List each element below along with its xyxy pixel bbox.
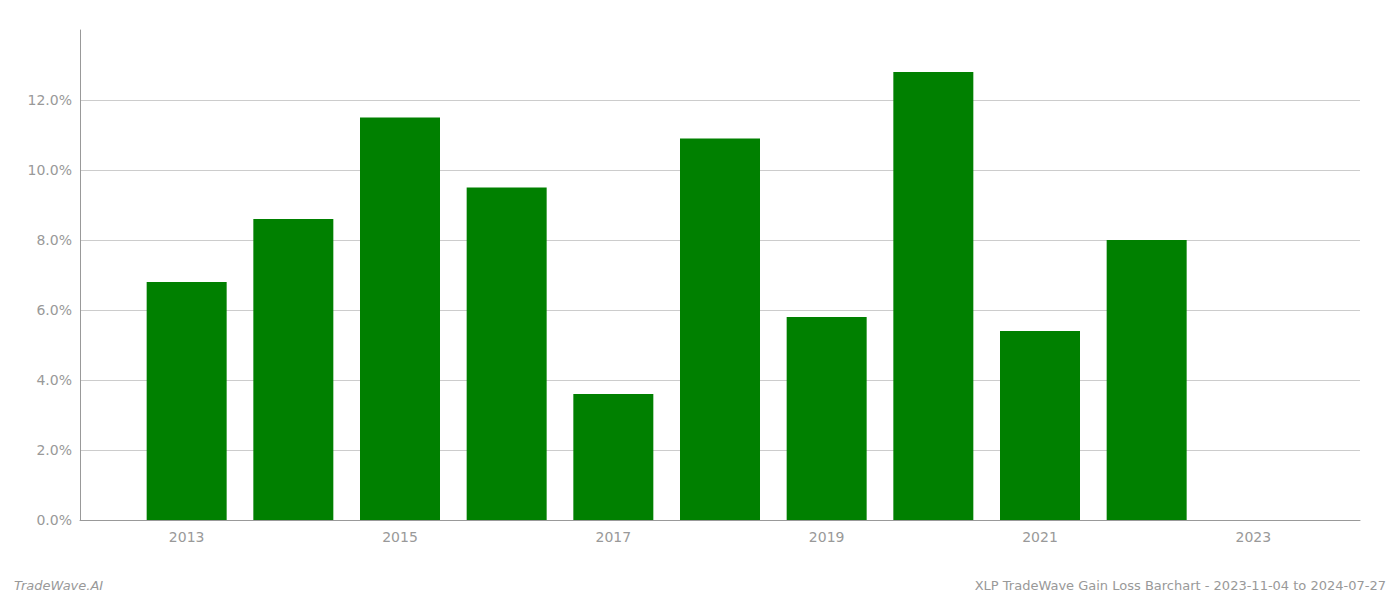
svg-text:2.0%: 2.0% bbox=[36, 442, 72, 458]
svg-text:2021: 2021 bbox=[1022, 529, 1058, 545]
svg-text:8.0%: 8.0% bbox=[36, 232, 72, 248]
svg-text:2017: 2017 bbox=[596, 529, 632, 545]
svg-text:XLP TradeWave Gain Loss Barcha: XLP TradeWave Gain Loss Barchart - 2023-… bbox=[975, 578, 1386, 593]
svg-text:6.0%: 6.0% bbox=[36, 302, 72, 318]
svg-text:2015: 2015 bbox=[382, 529, 418, 545]
svg-text:4.0%: 4.0% bbox=[36, 372, 72, 388]
svg-text:10.0%: 10.0% bbox=[28, 162, 72, 178]
svg-text:2019: 2019 bbox=[809, 529, 845, 545]
svg-text:12.0%: 12.0% bbox=[28, 92, 72, 108]
svg-text:TradeWave.AI: TradeWave.AI bbox=[14, 578, 103, 593]
svg-text:0.0%: 0.0% bbox=[36, 512, 72, 528]
svg-text:2023: 2023 bbox=[1236, 529, 1272, 545]
svg-text:2013: 2013 bbox=[169, 529, 205, 545]
